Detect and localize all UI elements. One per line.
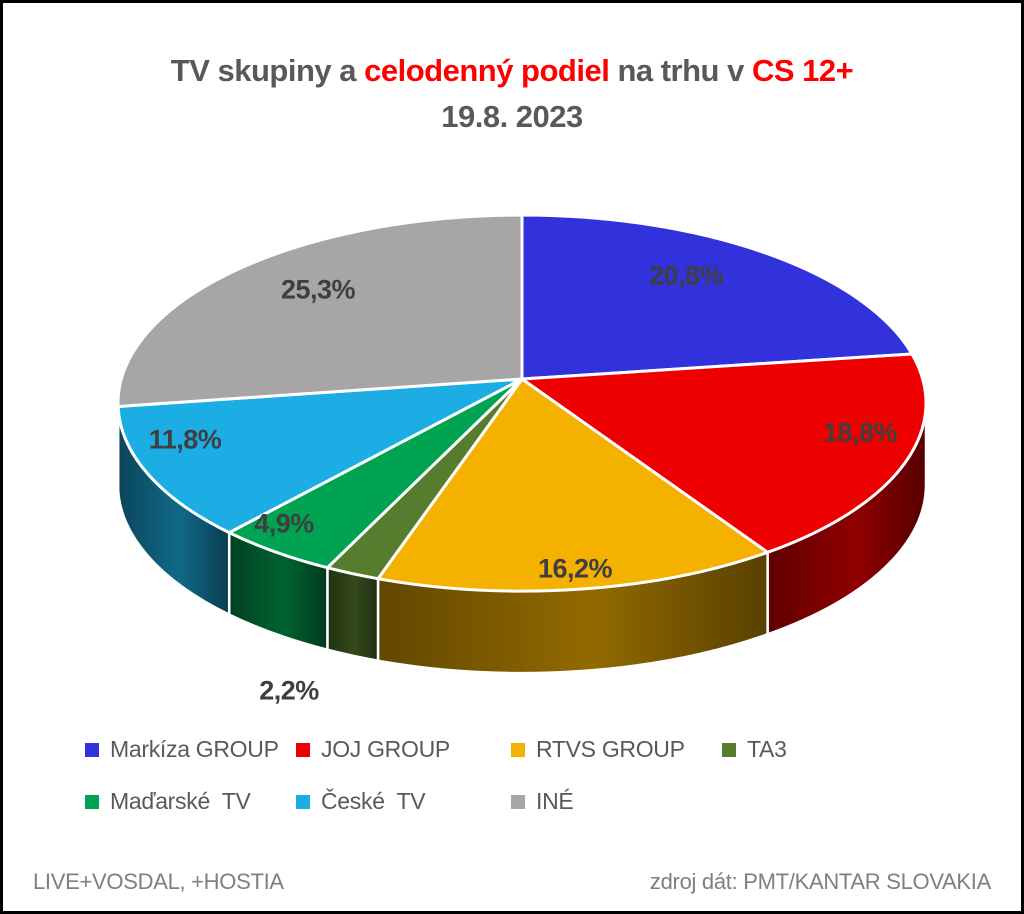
chart-subtitle: 19.8. 2023 bbox=[441, 99, 583, 134]
title-segment: CS 12+ bbox=[751, 53, 854, 88]
chart-title: TV skupiny a celodenný podiel na trhu v … bbox=[3, 53, 1021, 89]
footer-source: zdroj dát: PMT/KANTAR SLOVAKIA bbox=[649, 869, 991, 894]
pie-chart: 20,8% 18,8% 16,2% 2,2% 4,9% 11,8% 25,3% bbox=[116, 213, 928, 705]
pie-slice-label-ta3: 2,2% bbox=[259, 675, 319, 705]
title-segment: na trhu v bbox=[609, 53, 752, 88]
title-segment: celodenný podiel bbox=[364, 53, 610, 88]
title-segment: TV skupiny a bbox=[170, 53, 365, 88]
pie-slice-label-joj-group: 18,8% bbox=[823, 417, 898, 447]
pie-slice-ceske-tv bbox=[116, 377, 524, 535]
pie-slice-label-rtvs-group: 16,2% bbox=[538, 553, 613, 583]
pie-slice-label-madarske-tv: 4,9% bbox=[254, 508, 314, 538]
pie-slice-joj-group bbox=[520, 352, 928, 554]
pie-slice-label-markiza-group: 20,8% bbox=[649, 260, 724, 290]
footer-note: LIVE+VOSDAL, +HOSTIA bbox=[33, 869, 284, 894]
chart-title-block: TV skupiny a celodenný podiel na trhu v … bbox=[3, 53, 1021, 135]
pie-slice-label-ceske-tv: 11,8% bbox=[149, 424, 222, 454]
pie-slice-rtvs-group bbox=[376, 377, 770, 593]
pie-slice-ine bbox=[116, 213, 524, 408]
footer: LIVE+VOSDAL, +HOSTIA zdroj dát: PMT/KANT… bbox=[3, 869, 1021, 895]
pie-slice-markiza-group bbox=[520, 213, 914, 381]
pie-slice-label-ine: 25,3% bbox=[281, 274, 356, 304]
pie-slice-side-ta3 bbox=[326, 566, 380, 662]
